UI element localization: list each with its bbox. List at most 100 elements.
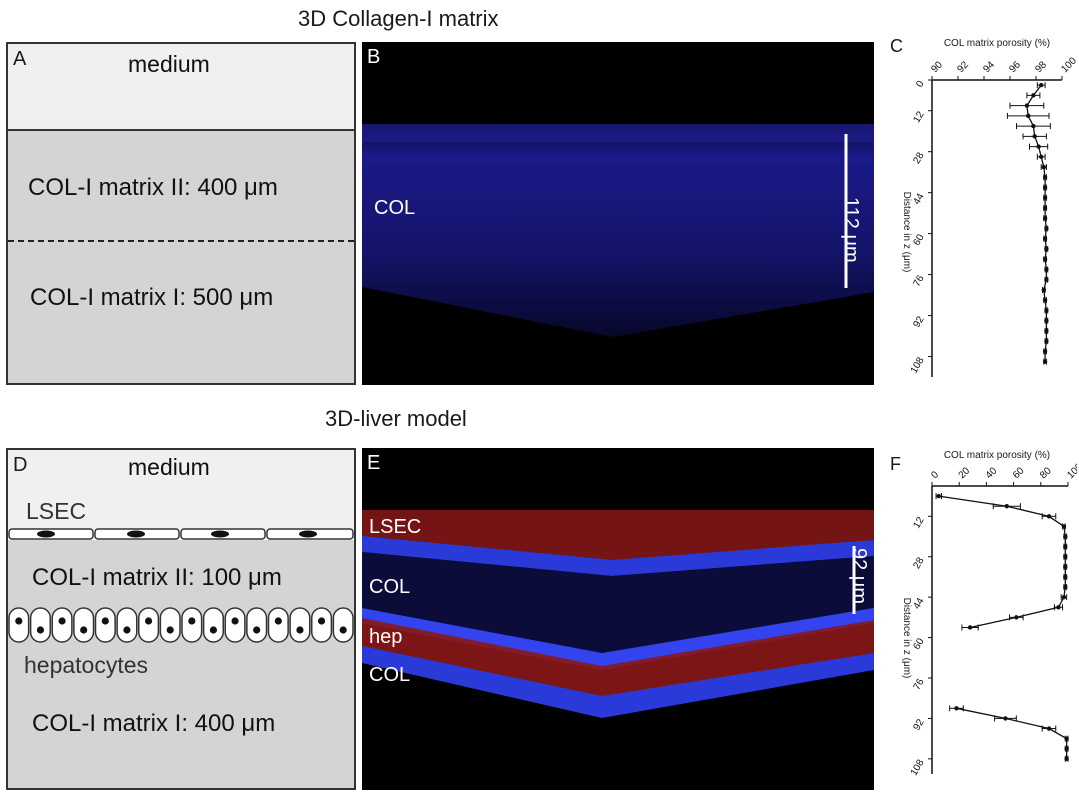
data-point	[1041, 164, 1046, 170]
panel-e-letter: E	[367, 452, 381, 474]
panel-c-chart: C COL matrix porosity (%) Distance in z …	[890, 36, 1077, 377]
data-point	[1044, 318, 1049, 323]
hepatocyte-cell	[224, 607, 246, 643]
data-point	[936, 493, 941, 499]
data-point	[1063, 574, 1068, 580]
data-point	[1031, 123, 1036, 129]
panel-b-micrograph: B COL 112 μm	[362, 42, 874, 385]
hepatocyte-nucleus	[166, 626, 174, 634]
lsec-cell-layer	[8, 528, 354, 540]
data-point	[1044, 338, 1049, 344]
data-point	[1044, 246, 1049, 252]
data-point	[954, 706, 959, 711]
y-tick-label: 12	[912, 109, 927, 125]
panel-d-medium-label: medium	[128, 454, 210, 480]
y-tick-label: 0	[914, 79, 927, 90]
panel-e-micrograph: E LSEC COL hep COL 92 μm	[362, 448, 874, 790]
y-tick-label: 28	[912, 555, 927, 571]
collagen-fluorescence-image	[362, 124, 874, 337]
data-point	[1064, 736, 1069, 741]
data-point	[1063, 544, 1068, 549]
x-tick-label: 100	[1065, 461, 1077, 481]
hepatocyte-cell	[29, 607, 51, 643]
hepatocyte-nucleus	[144, 617, 153, 625]
x-tick-label: 90	[929, 59, 945, 75]
panel-c-letter: C	[890, 36, 903, 56]
series-line	[956, 707, 1068, 759]
panel-c-y-axis-title: Distance in z (μm)	[901, 192, 912, 273]
data-point	[1032, 134, 1037, 139]
panel-e-hep-label: hep	[369, 626, 403, 648]
data-point	[1063, 554, 1068, 559]
hepatocyte-nucleus	[15, 617, 23, 625]
data-point	[1042, 195, 1048, 200]
data-point	[1004, 504, 1009, 509]
x-tick-label: 40	[984, 465, 1000, 481]
hepatocyte-cell	[289, 607, 311, 643]
y-tick-label: 60	[912, 232, 927, 248]
hepatocyte-nucleus	[253, 626, 261, 634]
hepatocyte-nucleus	[339, 626, 347, 634]
panel-e-col-label-lower: COL	[369, 664, 411, 686]
data-point	[1024, 103, 1030, 108]
data-point	[1063, 534, 1068, 539]
series-line	[938, 495, 1066, 629]
y-tick-label: 76	[912, 273, 927, 289]
data-point	[1041, 287, 1046, 293]
hepatocyte-cell	[267, 607, 289, 643]
data-point	[1039, 82, 1044, 88]
panel-d-matrix-ii-label: COL-I matrix II: 100 μm	[32, 564, 282, 591]
data-point	[1044, 308, 1049, 313]
panel-f-chart: F COL matrix porosity (%) Distance in z …	[890, 450, 1077, 778]
data-point	[1042, 297, 1048, 303]
panel-d-hepatocytes-label: hepatocytes	[24, 652, 149, 678]
panel-c-plot: 90 92 94 96 98 100 0 12 28 44 60 76 92 108	[909, 55, 1077, 377]
panel-e-scale-label: 92 μm	[848, 548, 870, 604]
data-point	[1056, 605, 1061, 610]
hepatocyte-nucleus	[36, 626, 45, 634]
data-point	[1044, 277, 1049, 282]
panel-f-x-axis-title: COL matrix porosity (%)	[944, 450, 1050, 461]
data-point	[1042, 216, 1048, 221]
hepatocyte-cell	[332, 607, 354, 643]
series-line	[1026, 84, 1048, 362]
panel-b-scale-label: 112 μm	[840, 197, 862, 263]
data-point	[1044, 328, 1049, 334]
x-tick-label: 100	[1059, 55, 1077, 75]
data-point	[1003, 716, 1008, 721]
hepatocyte-nucleus	[58, 617, 66, 625]
hepatocyte-cell	[246, 607, 268, 643]
y-tick-label: 44	[912, 596, 927, 612]
data-point	[1042, 359, 1048, 364]
hepatocyte-nucleus	[231, 617, 239, 625]
panel-a-schematic: A medium COL-I matrix II: 400 μm COL-I m…	[6, 42, 356, 385]
data-point	[1042, 257, 1048, 262]
panel-a-matrix-ii-label: COL-I matrix II: 400 μm	[28, 174, 278, 201]
data-point	[1042, 185, 1048, 190]
hepatocyte-cell	[73, 607, 95, 643]
y-tick-label: 76	[912, 677, 927, 693]
panel-a-matrix-i-label: COL-I matrix I: 500 μm	[30, 284, 274, 311]
x-tick-label: 80	[1038, 465, 1054, 481]
hepatocyte-nucleus	[123, 626, 131, 634]
hepatocyte-cell	[138, 607, 160, 643]
hepatocyte-cell	[116, 607, 138, 643]
panel-e-col-label-upper: COL	[369, 576, 411, 598]
panel-f-letter: F	[890, 454, 901, 474]
hepatocyte-nucleus	[188, 617, 196, 625]
panel-d-schematic: D medium LSEC COL-I matrix II: 100 μm he…	[6, 448, 356, 790]
data-point	[1039, 154, 1044, 160]
bottom-section-title: 3D-liver model	[325, 406, 467, 431]
hepatocyte-cell	[181, 607, 203, 643]
medium-matrix-divider	[8, 129, 354, 131]
data-point	[1046, 514, 1052, 519]
y-tick-label: 92	[912, 314, 927, 330]
panel-f-plot: 0 20 40 60 80 100 12 28 44 60 76 92 108	[909, 461, 1077, 778]
data-point	[1046, 726, 1052, 731]
x-tick-label: 60	[1011, 465, 1027, 481]
panel-d-matrix-i-label: COL-I matrix I: 400 μm	[32, 710, 276, 737]
top-section-title: 3D Collagen-I matrix	[298, 6, 499, 31]
panel-c-x-axis-title: COL matrix porosity (%)	[944, 38, 1050, 49]
data-point	[1036, 144, 1041, 149]
panel-d-letter: D	[13, 454, 28, 476]
